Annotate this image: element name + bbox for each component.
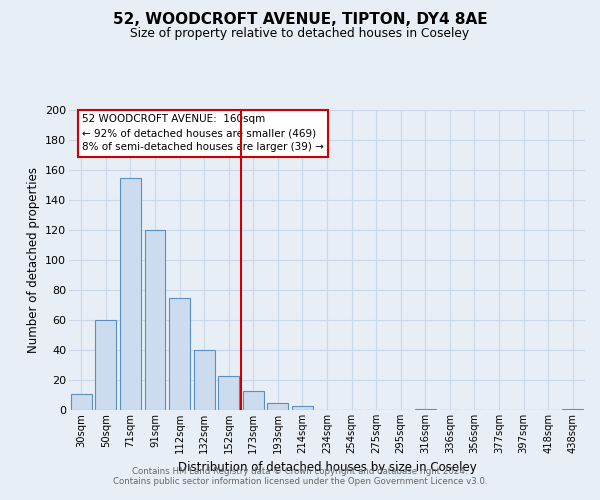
X-axis label: Distribution of detached houses by size in Coseley: Distribution of detached houses by size … [178, 462, 476, 474]
Text: 52 WOODCROFT AVENUE:  160sqm
← 92% of detached houses are smaller (469)
8% of se: 52 WOODCROFT AVENUE: 160sqm ← 92% of det… [82, 114, 324, 152]
Bar [95, 320, 116, 410]
Bar [145, 230, 166, 410]
Bar [218, 376, 239, 410]
Bar [120, 178, 141, 410]
Bar [71, 394, 92, 410]
Bar [268, 402, 289, 410]
Text: Contains HM Land Registry data © Crown copyright and database right 2024.: Contains HM Land Registry data © Crown c… [132, 467, 468, 476]
Y-axis label: Number of detached properties: Number of detached properties [26, 167, 40, 353]
Bar [562, 408, 583, 410]
Bar [415, 408, 436, 410]
Text: Contains public sector information licensed under the Open Government Licence v3: Contains public sector information licen… [113, 477, 487, 486]
Text: Size of property relative to detached houses in Coseley: Size of property relative to detached ho… [130, 28, 470, 40]
Bar [169, 298, 190, 410]
Bar [194, 350, 215, 410]
Bar [243, 390, 264, 410]
Text: 52, WOODCROFT AVENUE, TIPTON, DY4 8AE: 52, WOODCROFT AVENUE, TIPTON, DY4 8AE [113, 12, 487, 28]
Bar [292, 406, 313, 410]
